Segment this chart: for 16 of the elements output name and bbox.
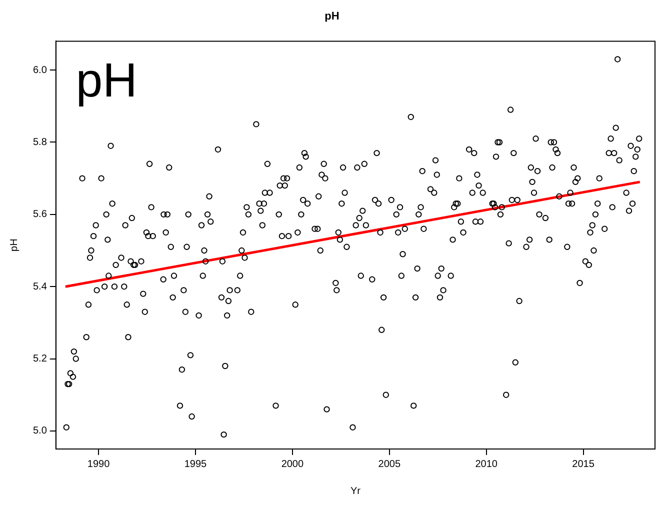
y-tick-label: 6.0: [32, 64, 48, 76]
x-axis-title: Yr: [350, 486, 362, 497]
y-tick-label: 5.6: [32, 209, 48, 220]
x-tick-label: 2015: [572, 458, 595, 470]
y-tick-label: 5.2: [32, 354, 48, 365]
y-tick-label: 5.0: [32, 426, 48, 437]
y-axis-title: pH: [8, 238, 20, 252]
x-tick-label: 2010: [475, 458, 498, 470]
annotation: pH: [76, 54, 138, 108]
x-tick-label: 1990: [87, 458, 110, 470]
y-tick-label: 5.4: [32, 281, 48, 292]
x-tick-label: 2005: [378, 458, 401, 470]
x-tick-label: 1995: [184, 458, 208, 470]
x-tick-label: 2000: [281, 458, 304, 470]
chart-title: pH: [324, 10, 340, 23]
y-tick-label: 5.8: [32, 137, 48, 148]
